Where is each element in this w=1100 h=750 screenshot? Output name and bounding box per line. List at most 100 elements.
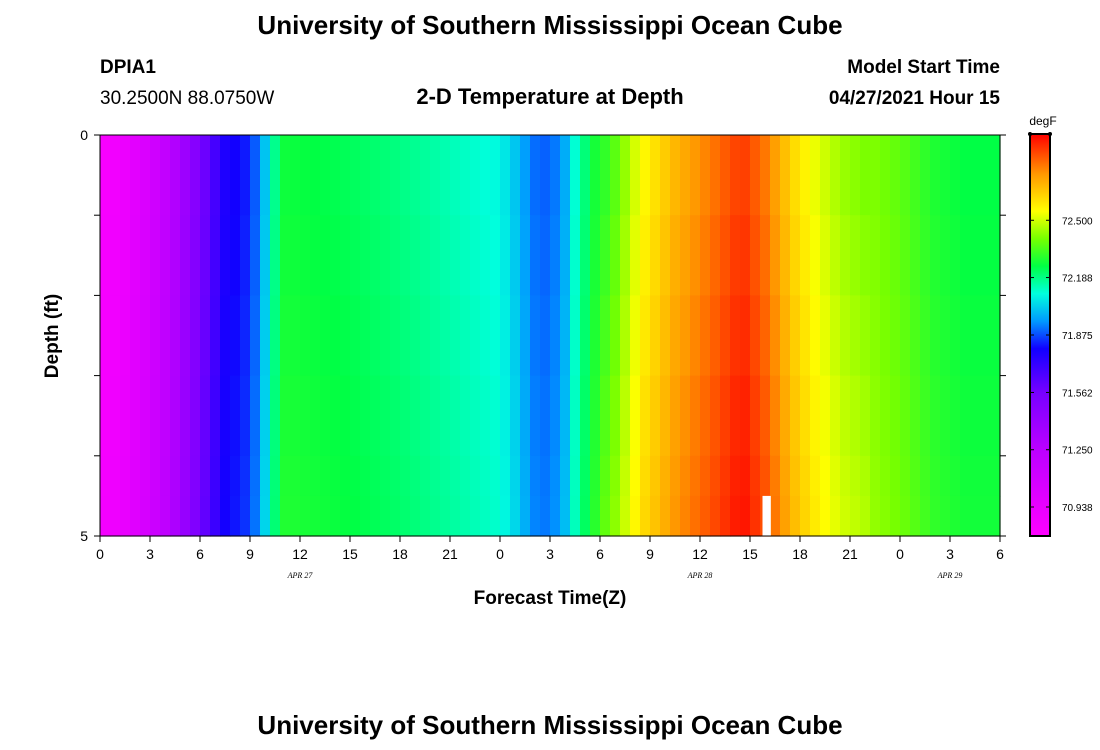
- heatmap-cell: [280, 455, 291, 497]
- colorbar-corner-dot: [1048, 132, 1052, 136]
- heatmap-cell: [220, 375, 231, 457]
- heatmap-cell: [760, 295, 771, 377]
- heatmap-cell: [780, 455, 791, 497]
- heatmap-cell: [830, 135, 841, 216]
- heatmap-cell: [280, 135, 291, 216]
- heatmap-cell: [170, 455, 181, 497]
- heatmap-cell: [650, 375, 661, 457]
- heatmap-cell: [520, 455, 531, 497]
- heatmap-cell: [290, 455, 301, 497]
- y-axis: 05: [80, 127, 1006, 544]
- heatmap-cell: [650, 495, 661, 537]
- heatmap-cell: [430, 375, 441, 457]
- heatmap-cell: [340, 295, 351, 377]
- heatmap-cell: [680, 135, 691, 216]
- heatmap-cell: [530, 295, 541, 377]
- heatmap-cell: [370, 295, 381, 377]
- heatmap-cell: [690, 375, 701, 457]
- heatmap-cell: [370, 495, 381, 537]
- heatmap-cell: [530, 135, 541, 216]
- heatmap-cell: [220, 455, 231, 497]
- heatmap-cell: [780, 295, 791, 377]
- x-tick-label: 6: [596, 546, 604, 562]
- heatmap-cell: [790, 375, 801, 457]
- heatmap-cell: [400, 135, 411, 216]
- heatmap-cell: [380, 495, 391, 537]
- heatmap-cell: [890, 135, 901, 216]
- heatmap-cell: [740, 215, 751, 296]
- heatmap-cell: [150, 455, 161, 497]
- colorbar-label: 71.250: [1062, 446, 1093, 457]
- heatmap-cell: [790, 455, 801, 497]
- heatmap-cell: [610, 495, 621, 537]
- x-tick-label: 3: [546, 546, 554, 562]
- heatmap-cell: [220, 135, 231, 216]
- heatmap-cell: [600, 135, 611, 216]
- heatmap-cell: [390, 295, 401, 377]
- heatmap-cell: [250, 495, 261, 537]
- heatmap-cell: [300, 495, 311, 537]
- heatmap-cell: [120, 455, 131, 497]
- heatmap-cell: [700, 495, 711, 537]
- heatmap-cell: [460, 295, 471, 377]
- heatmap-cell: [590, 215, 601, 296]
- heatmap-cell: [930, 215, 941, 296]
- heatmap-cell: [480, 455, 491, 497]
- heatmap-cell: [430, 215, 441, 296]
- heatmap-cell: [270, 215, 281, 296]
- heatmap-cell: [260, 495, 271, 537]
- heatmap-cell: [380, 375, 391, 457]
- heatmap-cell: [950, 215, 961, 296]
- heatmap-cell: [380, 135, 391, 216]
- heatmap-cell: [440, 495, 451, 537]
- heatmap-cell: [410, 495, 421, 537]
- heatmap-cell: [470, 375, 481, 457]
- heatmap-cell: [520, 295, 531, 377]
- heatmap-cell: [200, 375, 211, 457]
- x-tick-label: 21: [442, 546, 458, 562]
- heatmap-cell: [450, 375, 461, 457]
- heatmap-cell: [680, 295, 691, 377]
- y-tick-label: 5: [80, 528, 88, 544]
- heatmap-cell: [620, 455, 631, 497]
- heatmap-cell: [980, 375, 991, 457]
- heatmap-cell: [460, 375, 471, 457]
- heatmap-cell: [820, 455, 831, 497]
- heatmap-cell: [500, 455, 511, 497]
- heatmap-cell: [770, 215, 781, 296]
- heatmap-cell: [690, 135, 701, 216]
- heatmap-cell: [900, 135, 911, 216]
- heatmap-cell: [100, 375, 111, 457]
- heatmap-cell: [600, 215, 611, 296]
- heatmap-cell: [750, 495, 761, 537]
- heatmap-cell: [170, 135, 181, 216]
- y-axis-label: Depth (ft): [42, 294, 63, 378]
- heatmap-cell: [210, 375, 221, 457]
- heatmap-cell: [590, 295, 601, 377]
- heatmap-cell: [210, 295, 221, 377]
- heatmap-cell: [910, 455, 921, 497]
- heatmap-cell: [740, 495, 751, 537]
- heatmap-cell: [540, 135, 551, 216]
- heatmap-cell: [360, 495, 371, 537]
- heatmap-cell: [710, 295, 721, 377]
- heatmap-cell: [340, 215, 351, 296]
- heatmap-cell: [810, 455, 821, 497]
- heatmap-cell: [860, 455, 871, 497]
- heatmap-cell: [490, 375, 501, 457]
- heatmap-cell: [730, 495, 741, 537]
- heatmap-cell: [740, 455, 751, 497]
- heatmap-cell: [310, 215, 321, 296]
- heatmap-cell: [720, 295, 731, 377]
- heatmap-cell: [430, 495, 441, 537]
- heatmap-cell: [310, 135, 321, 216]
- heatmap-cell: [460, 135, 471, 216]
- heatmap-cell: [830, 455, 841, 497]
- heatmap-cell: [210, 135, 221, 216]
- heatmap-cell: [440, 455, 451, 497]
- heatmap-cell: [160, 375, 171, 457]
- heatmap-cell: [940, 495, 951, 537]
- heatmap-cell: [640, 375, 651, 457]
- heatmap-cell: [290, 215, 301, 296]
- heatmap-cell: [500, 295, 511, 377]
